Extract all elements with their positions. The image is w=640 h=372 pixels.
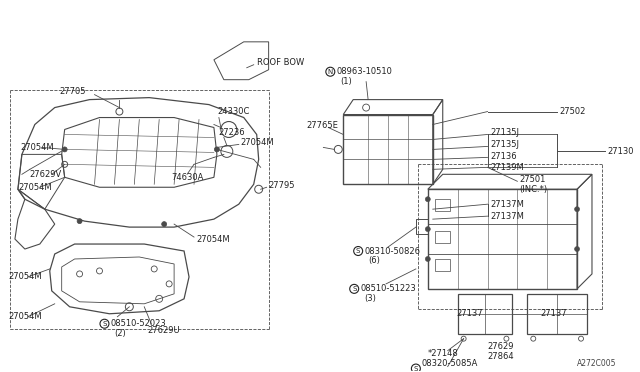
Text: 27137: 27137 bbox=[541, 309, 568, 318]
Circle shape bbox=[426, 227, 430, 232]
Text: 27054M: 27054M bbox=[241, 138, 275, 147]
Text: (1): (1) bbox=[340, 77, 352, 86]
Text: 27629V: 27629V bbox=[30, 170, 62, 179]
Text: 27137M: 27137M bbox=[490, 200, 524, 209]
Text: 27054M: 27054M bbox=[20, 143, 54, 152]
Text: A272C005: A272C005 bbox=[577, 359, 617, 368]
Text: 08320-5085A: 08320-5085A bbox=[422, 359, 478, 368]
Text: (3): (3) bbox=[364, 294, 376, 303]
Text: S: S bbox=[356, 248, 360, 254]
Text: (2): (2) bbox=[115, 329, 126, 338]
Text: (INC.*): (INC.*) bbox=[519, 185, 547, 194]
Text: 27629U: 27629U bbox=[147, 326, 180, 335]
Text: 08310-50826: 08310-50826 bbox=[364, 247, 420, 256]
Text: 27054M: 27054M bbox=[196, 235, 230, 244]
Bar bbox=[435, 231, 450, 243]
Text: 27137M: 27137M bbox=[490, 212, 524, 221]
Text: S: S bbox=[352, 286, 356, 292]
Circle shape bbox=[575, 207, 580, 212]
Text: 27054M: 27054M bbox=[18, 183, 52, 192]
Text: 27135J: 27135J bbox=[490, 128, 520, 137]
Text: 27130: 27130 bbox=[607, 147, 634, 156]
Text: (6): (6) bbox=[368, 256, 380, 266]
Text: S: S bbox=[413, 366, 418, 372]
Text: 24330C: 24330C bbox=[217, 107, 249, 116]
Text: 08510-52023: 08510-52023 bbox=[111, 319, 166, 328]
Bar bbox=[435, 259, 450, 271]
Circle shape bbox=[426, 256, 430, 262]
Text: 08963-10510: 08963-10510 bbox=[336, 67, 392, 76]
Text: 08510-51223: 08510-51223 bbox=[360, 284, 416, 294]
Text: 27705: 27705 bbox=[60, 87, 86, 96]
Circle shape bbox=[426, 197, 430, 202]
Text: S: S bbox=[102, 321, 107, 327]
Text: 27135J: 27135J bbox=[490, 140, 520, 149]
Text: 27139M: 27139M bbox=[490, 163, 524, 172]
Text: 27136: 27136 bbox=[490, 152, 517, 161]
Circle shape bbox=[214, 147, 220, 152]
Text: 74630A: 74630A bbox=[171, 173, 204, 182]
Circle shape bbox=[77, 219, 82, 224]
Text: 27629: 27629 bbox=[487, 342, 514, 351]
Circle shape bbox=[62, 147, 67, 152]
Text: ROOF BOW: ROOF BOW bbox=[257, 58, 304, 67]
Text: 27864: 27864 bbox=[487, 352, 514, 361]
Text: 27054M: 27054M bbox=[8, 272, 42, 281]
Bar bbox=[416, 219, 428, 234]
Text: *27148: *27148 bbox=[428, 349, 459, 358]
Circle shape bbox=[575, 247, 580, 251]
Text: 27137: 27137 bbox=[456, 309, 483, 318]
Text: 27795: 27795 bbox=[269, 181, 295, 190]
Text: N: N bbox=[328, 69, 333, 75]
Text: 27236: 27236 bbox=[219, 128, 246, 137]
Text: 27501: 27501 bbox=[519, 175, 546, 184]
Text: 27502: 27502 bbox=[559, 107, 586, 116]
Circle shape bbox=[162, 222, 166, 227]
Bar bbox=[435, 199, 450, 211]
Text: 27054M: 27054M bbox=[8, 312, 42, 321]
Text: 27765E: 27765E bbox=[307, 121, 339, 130]
